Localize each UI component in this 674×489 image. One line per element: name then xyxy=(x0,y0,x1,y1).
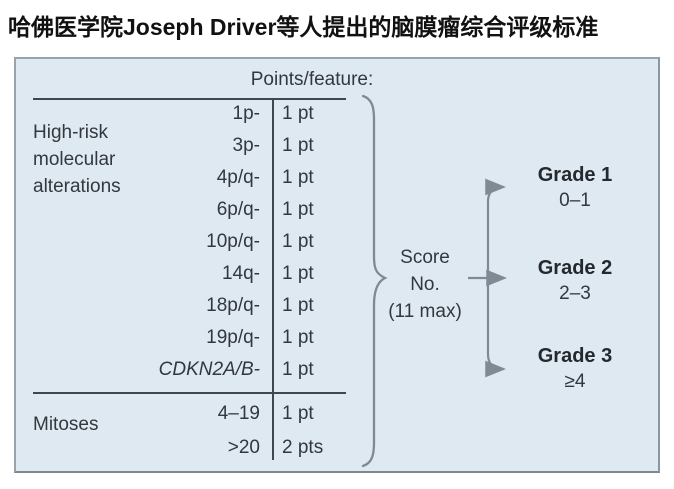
points-cell: 1 pt xyxy=(282,231,314,252)
grade-3-block: Grade 3 ≥4 xyxy=(505,344,645,395)
points-cell: 1 pt xyxy=(282,103,314,124)
feature-cell: 19p/q- xyxy=(206,327,260,348)
score-label: Score No. (11 max) xyxy=(367,244,483,325)
feature-cell: 3p- xyxy=(232,135,260,156)
category-high-risk-label: High-risk molecular alterations xyxy=(33,122,121,197)
feature-cell: 18p/q- xyxy=(206,295,260,316)
points-cell: 1 pt xyxy=(282,167,314,188)
feature-cell: CDKN2A/B- xyxy=(158,359,260,380)
feature-cell: >20 xyxy=(227,437,260,458)
points-cell: 1 pt xyxy=(282,359,314,380)
feature-cell: 6p/q- xyxy=(216,199,260,220)
score-label-line: Score xyxy=(400,247,450,268)
feature-cell: 4p/q- xyxy=(216,167,260,188)
points-cell: 1 pt xyxy=(282,295,314,316)
score-label-line: (11 max) xyxy=(388,301,462,322)
grade-range: ≥4 xyxy=(564,371,586,392)
grading-panel: Points/feature: High-risk molecular alte… xyxy=(14,57,660,473)
grade-1-block: Grade 1 0–1 xyxy=(505,163,645,214)
points-cell: 1 pt xyxy=(282,263,314,284)
score-label-line: No. xyxy=(410,274,440,295)
feature-cell: 14q- xyxy=(221,263,260,284)
grade-label: Grade 3 xyxy=(537,345,613,367)
grade-range: 2–3 xyxy=(559,283,591,304)
column-divider xyxy=(272,100,274,460)
grade-label: Grade 1 xyxy=(537,164,613,186)
feature-cell: 4–19 xyxy=(217,403,260,424)
grade-label: Grade 2 xyxy=(537,257,613,279)
page-title: 哈佛医学院Joseph Driver等人提出的脑膜瘤综合评级标准 xyxy=(8,14,599,40)
grade-arrow-top-icon xyxy=(485,178,507,278)
points-cell: 1 pt xyxy=(282,403,314,424)
points-cell: 1 pt xyxy=(282,327,314,348)
points-cell: 2 pts xyxy=(282,437,324,458)
points-feature-header: Points/feature: xyxy=(250,69,374,90)
feature-cell: 1p- xyxy=(232,103,260,124)
header-rule xyxy=(33,98,346,101)
grade-arrow-bottom-icon xyxy=(485,278,507,378)
grade-range: 0–1 xyxy=(559,190,591,211)
category-mitoses-label: Mitoses xyxy=(33,414,99,435)
mitoses-section-rule xyxy=(33,392,346,395)
feature-cell: 10p/q- xyxy=(206,231,260,252)
points-cell: 1 pt xyxy=(282,199,314,220)
grade-2-block: Grade 2 2–3 xyxy=(505,256,645,307)
points-cell: 1 pt xyxy=(282,135,314,156)
